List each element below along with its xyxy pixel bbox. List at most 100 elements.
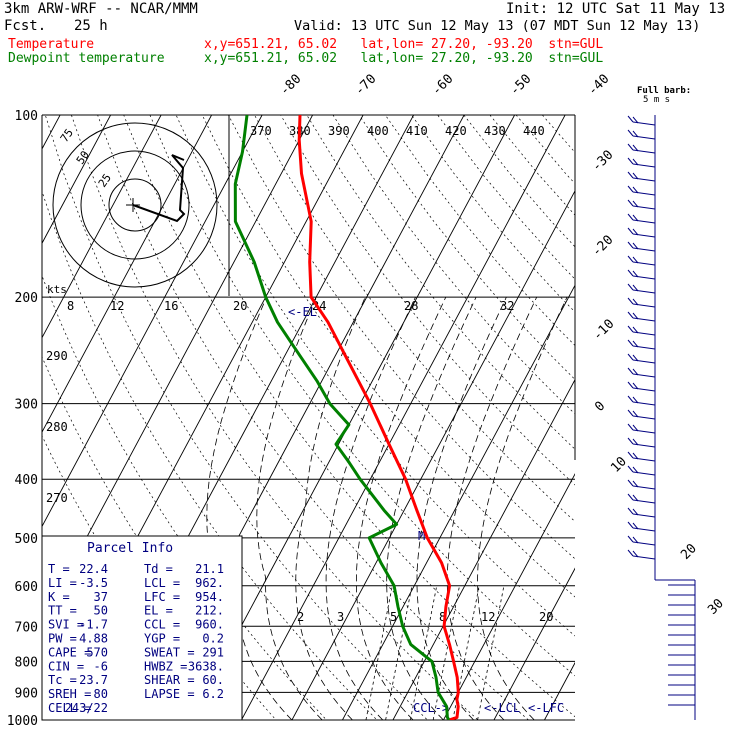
isotherm-line [42, 115, 263, 528]
parcel-info-value: 4.88 [79, 632, 108, 646]
wind-barb [632, 494, 639, 502]
wind-barb [627, 465, 634, 473]
barb-legend-line1: Full barb: [637, 86, 691, 96]
pressure-tick-label: 300 [15, 398, 38, 413]
hodograph-speed-label: 12 [110, 299, 124, 313]
wind-barb [632, 354, 639, 362]
wind-barb [627, 171, 634, 179]
wind-barb [632, 513, 656, 518]
wind-barb [627, 409, 634, 417]
parcel-info-value: SHEAR = [144, 673, 195, 687]
dry-adiabat [175, 115, 575, 637]
wind-barb [632, 270, 639, 278]
wind-barb [632, 438, 639, 446]
mixing-ratio-label: 20 [539, 610, 553, 624]
parcel-info-value: EL = [144, 604, 173, 618]
wind-barb [627, 143, 634, 151]
wind-barb [627, 227, 634, 235]
parcel-info-value: 37 [94, 590, 108, 604]
hodograph-speed-label: 32 [500, 299, 514, 313]
theta-left-label: 290 [46, 349, 68, 363]
wind-barb [632, 261, 656, 266]
wind-barb [627, 535, 634, 543]
moist-adiabat [355, 296, 447, 720]
isotherm-line [42, 115, 162, 339]
temperature-legend: Temperature [8, 37, 95, 52]
wind-barb [632, 527, 656, 532]
wind-barb [632, 499, 656, 504]
mixing-ratio-label: 3 [337, 610, 344, 624]
wind-barb [632, 541, 656, 546]
dry-adiabat [515, 115, 575, 185]
hodograph-units: kts [47, 283, 67, 296]
wind-barb [632, 289, 656, 294]
wind-barb [632, 233, 656, 238]
parcel-info-value: 23.7 [79, 673, 108, 687]
wind-barb [632, 373, 656, 378]
isotherm-label: 20 [678, 541, 700, 563]
moist-adiabat [416, 296, 507, 720]
dry-adiabat [201, 115, 575, 598]
wind-barb [632, 401, 656, 406]
wind-barb [627, 479, 634, 487]
parcel-info-value: SWEAT = [144, 645, 195, 659]
mixing-ratio-line [477, 585, 505, 720]
wind-barb [632, 345, 656, 350]
wind-barb [627, 549, 634, 557]
forecast-label: Fcst. [4, 18, 47, 34]
wind-barb [632, 485, 656, 490]
level-annotation: M [418, 529, 425, 543]
parcel-info-value: 22.4 [79, 562, 108, 576]
parcel-info-value: LFC = [144, 590, 180, 604]
wind-barb [632, 172, 639, 180]
dewpoint-location: x,y=651.21, 65.02 lat,lon= 27.20, -93.20… [204, 51, 604, 66]
wind-barb [632, 256, 639, 264]
moist-adiabat [386, 296, 477, 720]
theta-label: 440 [523, 124, 545, 138]
theta-label: 390 [328, 124, 350, 138]
wind-barb [627, 185, 634, 193]
isotherm-label: -70 [352, 72, 379, 99]
hodograph-ring [108, 178, 162, 232]
parcel-info-value: CAPE = [48, 645, 91, 659]
wind-barb [632, 317, 656, 322]
wind-barb [632, 144, 639, 152]
wind-barb [632, 326, 639, 334]
init-time: Init: 12 UTC Sat 11 May 13 [506, 1, 726, 17]
wind-barb [632, 424, 639, 432]
parcel-info-value: CCL = [144, 618, 180, 632]
isotherm-label: -40 [585, 72, 612, 99]
dewpoint-profile [233, 115, 451, 720]
dry-adiabat [411, 115, 575, 313]
wind-barb [627, 395, 634, 403]
dry-adiabat [149, 115, 575, 677]
parcel-info-value: PW = [48, 632, 77, 646]
wind-barb [627, 311, 634, 319]
wind-barb [632, 303, 656, 308]
valid-time: Valid: 13 UTC Sun 12 May 13 (07 MDT Sun … [294, 18, 701, 34]
parcel-info-value: SVI = [48, 618, 84, 632]
parcel-info-value: LCL = [144, 576, 180, 590]
isotherm-line [392, 378, 575, 720]
wind-barb [627, 283, 634, 291]
wind-barb [632, 242, 639, 250]
theta-label: 430 [484, 124, 506, 138]
theta-label: 410 [406, 124, 428, 138]
wind-barb [632, 205, 656, 210]
theta-label: 420 [445, 124, 467, 138]
pressure-tick-label: 600 [15, 580, 38, 595]
pressure-tick-label: 800 [15, 655, 38, 670]
wind-barb [632, 382, 639, 390]
wind-barb [632, 457, 656, 462]
wind-barb [627, 157, 634, 165]
isotherm-label: 30 [705, 596, 727, 618]
level-annotation: <-LCL [484, 701, 520, 715]
wind-barb [632, 443, 656, 448]
wind-barb [632, 200, 639, 208]
hodograph-speed-label: 28 [404, 299, 418, 313]
isotherm-label: -10 [590, 317, 617, 344]
wind-barb [632, 135, 656, 140]
wind-barb [632, 177, 656, 182]
isotherm-line [291, 189, 575, 720]
